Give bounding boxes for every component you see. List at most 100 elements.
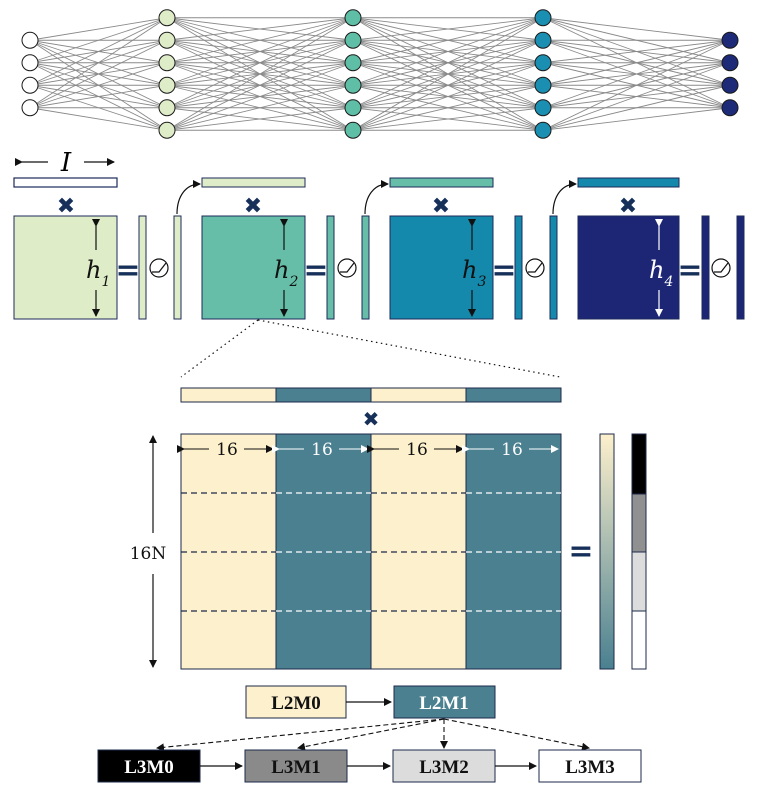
activation-vector-3 [549, 215, 558, 320]
column-width-label: 16 [216, 440, 238, 460]
equals-sign: = [491, 253, 516, 288]
layer-block-2: ✖ h2 = [201, 177, 494, 320]
network-edge [352, 84, 544, 131]
network-node-layer-2 [158, 76, 176, 94]
memory-box-l3m3 [538, 749, 642, 783]
memory-box-l3m2 [392, 749, 496, 783]
activation-icon [149, 258, 169, 278]
network-node-layer-3 [344, 76, 362, 94]
svg-text:L2M0: L2M0 [271, 693, 321, 714]
network-edge [352, 62, 544, 131]
network-edge [166, 17, 354, 86]
network-node-layer-5 [721, 99, 739, 117]
network-edge [166, 17, 354, 41]
network-edge [542, 62, 731, 131]
column-width-label: 16 [406, 440, 428, 460]
network-edge [29, 17, 168, 64]
network-edge [166, 84, 354, 131]
activation-icon [525, 258, 545, 278]
multiply-icon: ✖ [363, 407, 380, 431]
input-vector-group: I [13, 148, 118, 188]
next-input-vector-2 [389, 177, 494, 188]
activation-vector-4 [736, 215, 745, 320]
multiply-icon: ✖ [619, 194, 637, 219]
multiply-icon: ✖ [57, 194, 75, 219]
network-edge [166, 107, 354, 131]
memory-box-l3m1 [244, 749, 348, 783]
network-node-layer-1 [21, 31, 39, 49]
network-edge [352, 17, 544, 109]
network-edge [166, 17, 354, 64]
network-edge [29, 84, 168, 109]
network-edge [352, 17, 544, 41]
activation-icon [711, 258, 731, 278]
network-edge [29, 17, 168, 41]
network-node-layer-4 [534, 76, 552, 94]
network-node-layer-3 [344, 31, 362, 49]
network-node-layer-4 [534, 31, 552, 49]
feed-forward-arrow [552, 180, 577, 215]
network-node-layer-3 [344, 54, 362, 72]
network-nodes [21, 9, 739, 139]
svg-text:L3M3: L3M3 [565, 757, 615, 778]
layer-blocks: ✖ h1 = ✖ h2 = [13, 177, 745, 320]
preactivation-vector-1 [138, 215, 147, 320]
result-vector [599, 433, 615, 670]
multiply-icon: ✖ [244, 194, 262, 219]
svg-text:L2M1: L2M1 [419, 693, 469, 714]
zoomed-weight-matrix: 16 16 16 16 [177, 433, 562, 670]
row-height-label: 16N [130, 544, 167, 564]
network-node-layer-1 [21, 54, 39, 72]
activation-icon [337, 258, 357, 278]
network-edge [166, 39, 354, 131]
memory-hierarchy: L2M0 L2M1 L3M0 L3M1 L3M2 L3M3 [97, 685, 642, 783]
svg-text:L3M0: L3M0 [124, 757, 174, 778]
preactivation-vector-2 [326, 215, 335, 320]
memory-box-l3m0 [97, 749, 201, 783]
network-node-layer-4 [534, 121, 552, 139]
equals-sign: = [677, 253, 702, 288]
network-edge [542, 39, 731, 64]
network-node-layer-1 [21, 99, 39, 117]
height-label: h1 [86, 256, 110, 290]
network-edge [542, 39, 731, 109]
network-edges [29, 17, 731, 131]
multiply-icon: ✖ [432, 194, 450, 219]
zoom-guide-right [257, 319, 561, 378]
network-edge [29, 39, 168, 109]
equals-sign: = [303, 253, 328, 288]
feed-forward-arrow [176, 180, 201, 215]
memory-segment-vector [631, 433, 647, 670]
svg-text:L3M1: L3M1 [271, 757, 321, 778]
preactivation-vector-3 [514, 215, 523, 320]
zoomed-input-vector [180, 387, 562, 403]
network-edge [29, 107, 168, 131]
height-label: h2 [274, 256, 298, 290]
network-node-layer-2 [158, 9, 176, 27]
network-node-layer-5 [721, 76, 739, 94]
network-node-layer-1 [21, 76, 39, 94]
network-node-layer-4 [534, 9, 552, 27]
equals-sign: = [568, 534, 593, 569]
network-node-layer-4 [534, 99, 552, 117]
equals-sign: = [115, 253, 140, 288]
weight-matrix-3 [389, 215, 494, 320]
network-edge [542, 84, 731, 131]
network-node-layer-2 [158, 99, 176, 117]
network-edge [352, 17, 544, 86]
column-width-label: 16 [311, 440, 333, 460]
input-width-label: I [60, 148, 72, 178]
activation-vector-1 [173, 215, 182, 320]
layer-block-4: ✖ h4 = [577, 194, 745, 320]
network-edge [166, 62, 354, 131]
network-edge [29, 17, 168, 109]
network-edge [542, 39, 731, 86]
weight-matrix-1 [13, 215, 118, 320]
column-width-label: 16 [501, 440, 523, 460]
memory-box-l2m0 [245, 685, 347, 719]
network-node-layer-2 [158, 31, 176, 49]
svg-text:L3M2: L3M2 [419, 757, 469, 778]
height-label: h4 [649, 256, 673, 290]
network-node-layer-2 [158, 121, 176, 139]
